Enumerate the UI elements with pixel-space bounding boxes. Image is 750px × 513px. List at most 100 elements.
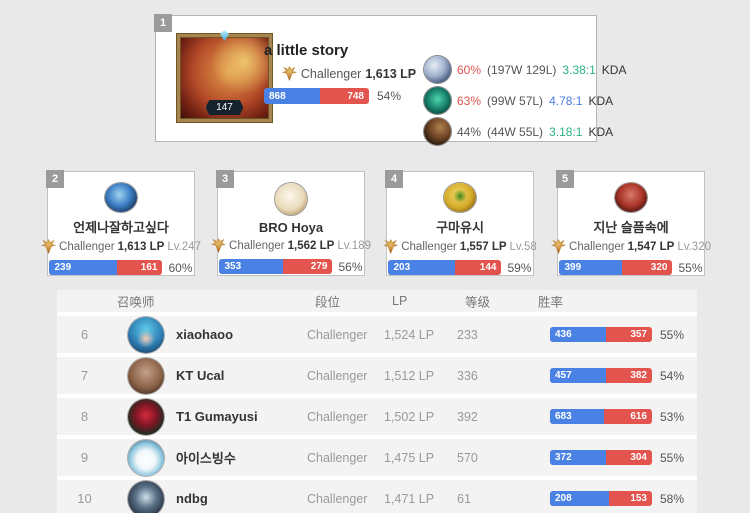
rank5-player-card[interactable]: 5 지난 슬픔속에 Challenger 1,547 LP Lv.320 399… [551, 170, 711, 276]
champion-icon [424, 87, 451, 114]
winloss-bar: 457 382 [550, 368, 652, 383]
winloss-bar-cell: 457 382 [550, 368, 652, 383]
champion-record: (99W 57L) [487, 93, 544, 108]
rank-badge: 3 [216, 170, 234, 188]
lp-value: 1,502 LP [384, 409, 435, 424]
winloss-bar: 239 161 [49, 260, 163, 275]
summoner-name[interactable]: 아이스빙수 [176, 451, 236, 466]
winloss-section: 203 144 59% [388, 260, 532, 275]
win-rate: 54% [660, 368, 685, 383]
rank1-player-card[interactable]: 1 147 a little story Challenger 1,613 LP… [154, 14, 626, 145]
losses-segment: 279 [310, 261, 328, 272]
level-value: Lv.247 [167, 240, 201, 253]
losses-segment: 161 [140, 262, 158, 273]
challenger-icon [383, 239, 399, 254]
level-value: 336 [457, 368, 478, 383]
summoner-avatar[interactable] [615, 183, 647, 212]
winloss-bar-cell: 683 616 [550, 409, 652, 424]
table-row[interactable]: 9 아이스빙수 Challenger 1,475 LP 570 372 304 … [57, 439, 697, 476]
losses-segment: 357 [630, 329, 647, 340]
challenger-icon [211, 238, 227, 253]
rank2-player-card[interactable]: 2 언제나잘하고싶다 Challenger 1,613 LP Lv.247 23… [41, 170, 201, 276]
rank-number: 10 [77, 491, 92, 506]
champion-icon [424, 56, 451, 83]
header-winrate: 胜率 [538, 295, 564, 310]
rank-number: 8 [80, 409, 89, 424]
tier-line: Challenger 1,613 LP [264, 66, 434, 81]
rank4-player-card[interactable]: 4 구마유시 Challenger 1,557 LP Lv.58 203 144… [383, 170, 537, 276]
summoner-name[interactable]: KT Ucal [176, 368, 225, 383]
summoner-name[interactable]: 언제나잘하고싶다 [73, 220, 169, 235]
wins-segment: 683 [550, 409, 604, 424]
table-row[interactable]: 7 KT Ucal Challenger 1,512 LP 336 457 38… [57, 357, 697, 394]
winloss-section: 868 748 54% [264, 88, 401, 104]
tier-value: Challenger [307, 327, 368, 342]
wins-segment: 353 [219, 259, 283, 274]
losses-segment: 382 [630, 370, 647, 381]
tier-value: Challenger [307, 368, 368, 383]
tier-label: Challenger [401, 240, 457, 253]
summoner-avatar[interactable] [128, 316, 164, 353]
tier-line: Challenger 1,613 LP Lv.247 [41, 239, 201, 254]
wins-segment: 868 [264, 88, 321, 104]
summoner-avatar[interactable] [128, 357, 164, 394]
winloss-bar-cell: 208 153 [550, 491, 652, 506]
wins-segment: 372 [550, 450, 607, 465]
summoner-avatar[interactable] [128, 398, 164, 435]
summoner-name[interactable]: T1 Gumayusi [176, 409, 258, 424]
table-row[interactable]: 8 T1 Gumayusi Challenger 1,502 LP 392 68… [57, 398, 697, 435]
rank-badge: 5 [556, 170, 574, 188]
rank-badge: 1 [154, 14, 172, 32]
winloss-bar: 203 144 [388, 260, 502, 275]
rank-number: 9 [80, 450, 89, 465]
wins-segment: 457 [550, 368, 606, 383]
winloss-bar: 399 320 [559, 260, 673, 275]
lp-value: 1,475 LP [384, 450, 435, 465]
level-value: 61 [457, 491, 471, 506]
table-row[interactable]: 10 ndbg Challenger 1,471 LP 61 208 153 5… [57, 480, 697, 513]
kda-label: KDA [588, 93, 614, 108]
tier-label: Challenger [229, 239, 285, 252]
rank1-summoner-avatar[interactable]: 147 [177, 30, 272, 122]
header-level: 等级 [465, 295, 491, 310]
tier-label: Challenger [59, 240, 115, 253]
challenger-icon [281, 66, 297, 81]
summoner-name[interactable]: a little story [264, 42, 349, 59]
summoner-name[interactable]: xiaohaoo [176, 327, 234, 342]
win-rate: 55% [660, 327, 685, 342]
losses-segment: 153 [630, 493, 647, 504]
tier-value: Challenger [307, 491, 368, 506]
summoner-name[interactable]: 지난 슬픔속에 [593, 220, 669, 235]
lp-value: 1,471 LP [384, 491, 435, 506]
lp-value: 1,512 LP [384, 368, 435, 383]
rank-number: 7 [80, 368, 89, 383]
table-row[interactable]: 6 xiaohaoo Challenger 1,524 LP 233 436 3… [57, 316, 697, 353]
tier-value: Challenger [307, 450, 368, 465]
lp-value: 1,562 LP [287, 239, 335, 252]
win-rate: 55% [660, 450, 685, 465]
tier-label: Challenger [300, 66, 362, 81]
winloss-bar: 683 616 [550, 409, 652, 424]
winloss-bar-cell: 372 304 [550, 450, 652, 465]
summoner-avatar[interactable] [275, 183, 307, 215]
top-champions-list: 60% (197W 129L) 3.38:1 KDA 63% (99W 57L)… [424, 56, 626, 145]
rank3-player-card[interactable]: 3 BRO Hoya Challenger 1,562 LP Lv.189 35… [211, 170, 371, 276]
summoner-avatar[interactable] [105, 183, 137, 212]
table-header: 召唤师 段位 LP 等级 胜率 [57, 290, 697, 312]
summoner-name[interactable]: 구마유시 [436, 220, 484, 235]
summoner-name[interactable]: ndbg [176, 491, 208, 506]
summoner-name[interactable]: BRO Hoya [258, 220, 324, 235]
losses-segment: 144 [479, 262, 497, 273]
tier-label: Challenger [569, 240, 625, 253]
win-rate: 60% [168, 260, 193, 275]
winloss-bar: 208 153 [550, 491, 652, 506]
lp-value: 1,547 LP [627, 240, 675, 253]
losses-segment: 616 [630, 411, 647, 422]
lp-value: 1,613 LP [365, 66, 417, 81]
win-rate: 58% [660, 491, 685, 506]
summoner-avatar[interactable] [444, 183, 476, 212]
winloss-section: 353 279 56% [219, 259, 363, 274]
summoner-avatar[interactable] [128, 480, 164, 513]
summoner-avatar[interactable] [128, 439, 164, 476]
challenger-icon [551, 239, 567, 254]
